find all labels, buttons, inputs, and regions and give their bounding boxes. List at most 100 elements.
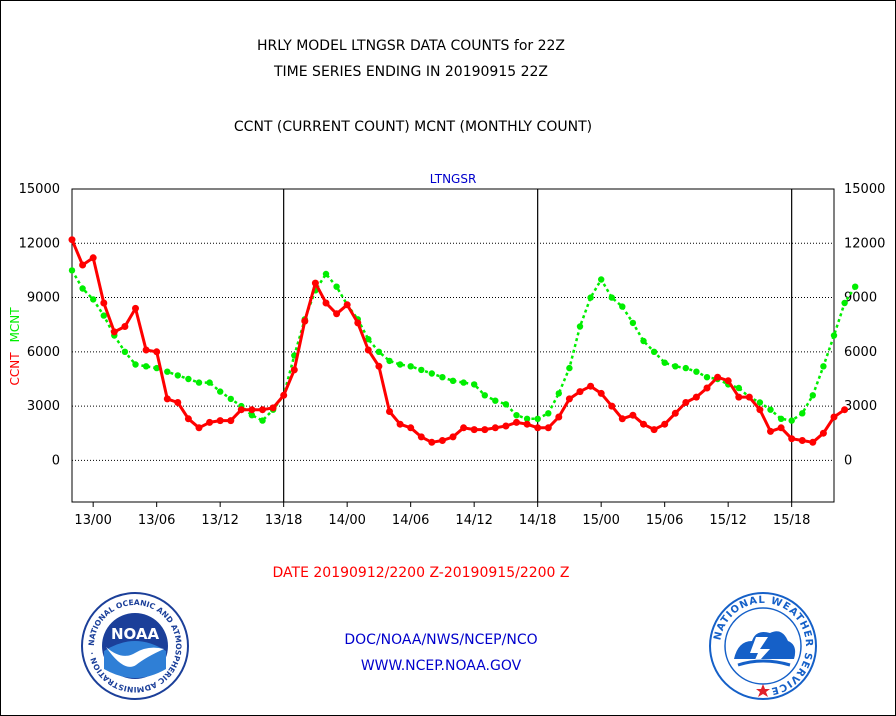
point-mcnt-48 <box>576 323 584 330</box>
point-ccnt-62 <box>724 377 732 385</box>
point-mcnt-7 <box>142 363 150 370</box>
footer-link-doc[interactable]: DOC/NOAA/NWS/NCEP/NCO <box>344 632 538 648</box>
point-ccnt-41 <box>502 422 510 430</box>
point-ccnt-63 <box>735 393 743 401</box>
x-tick-label-13/12: 13/12 <box>201 513 238 528</box>
point-mcnt-13 <box>206 379 213 386</box>
point-ccnt-20 <box>280 391 288 399</box>
x-tick-label-15/18: 15/18 <box>773 513 810 528</box>
footer-link-website[interactable]: WWW.NCEP.NOAA.GOV <box>360 658 522 674</box>
point-mcnt-47 <box>566 364 573 372</box>
x-tick-label-14/18: 14/18 <box>519 513 556 528</box>
y-tick-label-right-12000: 12000 <box>844 236 885 251</box>
x-tick-label-15/12: 15/12 <box>709 513 746 528</box>
x-tick-label-15/00: 15/00 <box>582 513 619 528</box>
point-mcnt-32 <box>407 363 414 370</box>
noaa-logo-text: NOAA <box>111 625 160 643</box>
point-ccnt-11 <box>184 415 192 423</box>
point-ccnt-67 <box>777 424 785 432</box>
point-mcnt-57 <box>672 363 679 370</box>
point-mcnt-63 <box>735 384 742 392</box>
point-ccnt-54 <box>640 420 647 428</box>
x-axis-label: DATE 20190912/2200 Z-20190915/2200 Z <box>272 565 570 581</box>
point-mcnt-6 <box>132 361 139 368</box>
y-tick-label-right-9000: 9000 <box>844 291 877 306</box>
point-mcnt-54 <box>640 337 647 345</box>
point-ccnt-32 <box>407 424 415 432</box>
point-ccnt-8 <box>153 348 161 356</box>
point-ccnt-71 <box>819 429 827 437</box>
point-ccnt-40 <box>491 424 499 432</box>
point-mcnt-69 <box>799 410 806 417</box>
point-ccnt-56 <box>661 420 669 428</box>
y-tick-label-right-15000: 15000 <box>844 182 885 197</box>
point-mcnt-51 <box>608 294 615 301</box>
point-ccnt-19 <box>269 404 277 412</box>
point-mcnt-37 <box>460 379 467 386</box>
y-tick-label-right-6000: 6000 <box>844 345 877 360</box>
point-ccnt-14 <box>216 417 224 425</box>
series-line-mcnt <box>70 269 857 422</box>
point-mcnt-11 <box>185 375 192 383</box>
point-mcnt-49 <box>587 294 594 301</box>
x-tick-label-14/12: 14/12 <box>455 513 492 528</box>
point-mcnt-52 <box>619 303 626 310</box>
point-mcnt-30 <box>386 357 393 365</box>
point-ccnt-58 <box>682 399 690 406</box>
point-mcnt-36 <box>449 377 457 384</box>
x-tick-label-13/00: 13/00 <box>74 513 111 528</box>
point-ccnt-38 <box>470 426 478 434</box>
point-ccnt-24 <box>322 299 330 307</box>
point-mcnt-66 <box>767 406 774 413</box>
point-ccnt-1 <box>79 261 87 269</box>
y-tick-label-left-12000: 12000 <box>19 236 60 251</box>
point-mcnt-73 <box>841 299 848 307</box>
point-mcnt-45 <box>545 410 552 417</box>
point-ccnt-22 <box>301 317 309 325</box>
point-ccnt-35 <box>438 437 446 444</box>
point-mcnt-58 <box>682 364 689 372</box>
point-mcnt-43 <box>523 415 531 422</box>
point-ccnt-31 <box>396 420 404 428</box>
point-ccnt-44 <box>534 424 542 432</box>
point-ccnt-72 <box>830 413 838 421</box>
point-ccnt-25 <box>333 310 341 318</box>
point-ccnt-50 <box>597 389 605 397</box>
point-ccnt-43 <box>523 420 531 428</box>
point-mcnt-9 <box>164 368 171 375</box>
x-tick-label-14/00: 14/00 <box>328 513 365 528</box>
point-ccnt-29 <box>375 362 383 370</box>
point-mcnt-68 <box>788 417 795 424</box>
point-mcnt-28 <box>365 336 372 343</box>
point-ccnt-3 <box>100 299 108 307</box>
point-ccnt-52 <box>618 415 626 423</box>
point-ccnt-33 <box>417 433 425 441</box>
point-ccnt-61 <box>714 373 722 381</box>
point-ccnt-13 <box>206 418 214 426</box>
point-mcnt-1 <box>79 285 86 292</box>
point-mcnt-46 <box>555 390 562 397</box>
point-ccnt-36 <box>449 433 457 441</box>
point-mcnt-65 <box>756 399 764 406</box>
point-ccnt-0 <box>68 236 76 244</box>
point-ccnt-16 <box>237 406 245 414</box>
point-ccnt-26 <box>343 301 351 309</box>
y-axis-label-mcnt: MCNT <box>8 307 22 343</box>
point-mcnt-34 <box>428 370 435 377</box>
nws-logo: NATIONAL WEATHER SERVICE <box>709 592 817 700</box>
y-tick-label-right-3000: 3000 <box>844 399 877 414</box>
point-mcnt-5 <box>121 348 129 355</box>
point-ccnt-6 <box>132 304 139 312</box>
point-mcnt-50 <box>598 276 605 283</box>
point-ccnt-21 <box>290 366 298 374</box>
point-mcnt-72 <box>830 332 838 339</box>
point-ccnt-68 <box>788 435 796 443</box>
point-mcnt-39 <box>481 392 488 399</box>
point-mcnt-71 <box>820 363 827 370</box>
noaa-logo: NATIONAL OCEANIC AND ATMOSPHERIC ADMINIS… <box>80 591 189 700</box>
point-mcnt-33 <box>418 366 425 374</box>
point-ccnt-64 <box>745 393 753 401</box>
point-mcnt-25 <box>333 283 340 290</box>
point-ccnt-69 <box>798 437 806 444</box>
point-mcnt-44 <box>534 415 541 422</box>
